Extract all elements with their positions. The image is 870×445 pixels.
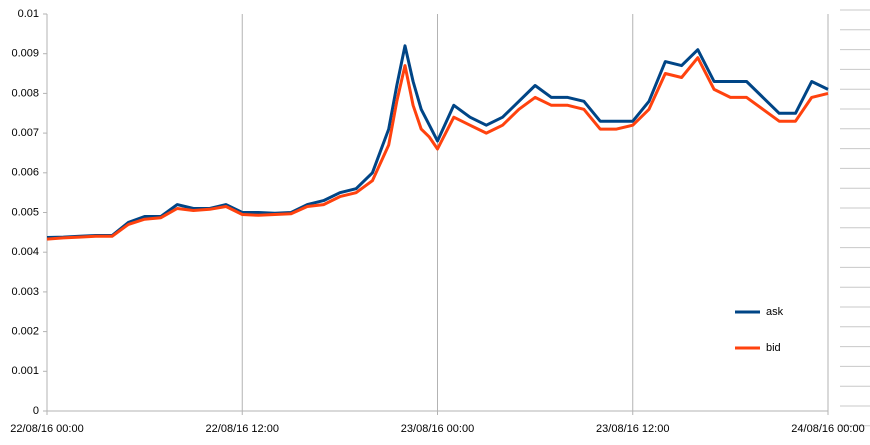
spreadsheet-cells bbox=[840, 9, 870, 427]
y-tick-label: 0.004 bbox=[11, 246, 39, 258]
y-tick-label: 0.001 bbox=[11, 365, 39, 377]
x-tick-label: 23/08/16 00:00 bbox=[401, 423, 474, 435]
line-series bbox=[46, 56, 829, 241]
legend-label: ask bbox=[766, 306, 784, 318]
y-tick-label: 0.003 bbox=[11, 286, 39, 298]
y-tick-label: 0.009 bbox=[11, 48, 39, 60]
x-tick-label: 24/08/16 00:00 bbox=[791, 423, 864, 435]
y-tick-label: 0.01 bbox=[18, 8, 39, 20]
x-tick-label: 22/08/16 12:00 bbox=[206, 423, 279, 435]
y-tick-label: 0 bbox=[33, 405, 39, 417]
y-tick-label: 0.002 bbox=[11, 326, 39, 338]
x-tick-label: 23/08/16 12:00 bbox=[596, 423, 669, 435]
x-tick-label: 22/08/16 00:00 bbox=[10, 423, 83, 435]
line-series bbox=[46, 44, 829, 239]
y-tick-label: 0.005 bbox=[11, 206, 39, 218]
y-tick-label: 0.007 bbox=[11, 127, 39, 139]
legend-label: bid bbox=[766, 342, 781, 354]
y-tick-label: 0.008 bbox=[11, 87, 39, 99]
y-tick-label: 0.006 bbox=[11, 167, 39, 179]
